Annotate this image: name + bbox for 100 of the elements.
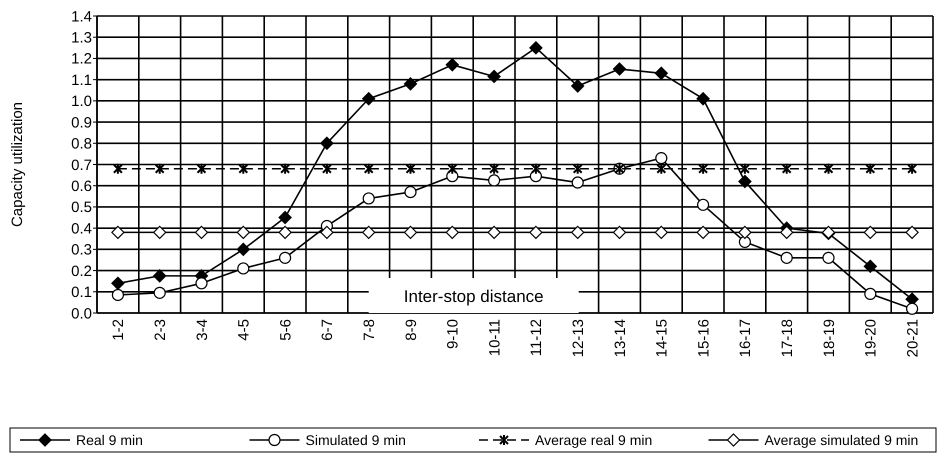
point — [364, 162, 374, 175]
x-tick-label: 7-8 — [360, 319, 378, 341]
x-axis-title: Inter-stop distance — [404, 287, 544, 306]
y-tick-label: 0.5 — [71, 199, 92, 216]
point — [446, 58, 459, 72]
y-tick-label: 0.7 — [71, 156, 92, 174]
legend-label: Average real 9 min — [535, 432, 652, 448]
point — [824, 162, 834, 175]
point — [654, 66, 668, 80]
y-tick-label: 0.1 — [71, 284, 92, 302]
x-tick-label: 4-5 — [236, 319, 253, 341]
y-tick-label: 0.9 — [71, 114, 92, 132]
point — [362, 192, 375, 205]
x-tick-label: 18-19 — [820, 319, 838, 358]
point — [864, 260, 877, 273]
point — [406, 162, 416, 175]
point — [404, 77, 418, 90]
point — [572, 176, 584, 189]
point — [112, 162, 123, 175]
y-tick-label: 1.3 — [71, 29, 92, 46]
point — [111, 226, 124, 239]
point — [362, 92, 376, 106]
y-tick-label: 0.8 — [71, 136, 92, 153]
point — [698, 162, 708, 175]
legend-label: Real 9 min — [76, 432, 143, 448]
y-tick-label: 0.2 — [71, 262, 92, 280]
point — [446, 226, 459, 239]
legend-label: Average simulated 9 min — [764, 432, 918, 448]
point — [906, 226, 919, 239]
point — [654, 226, 668, 239]
point — [529, 41, 542, 54]
point — [864, 226, 877, 239]
point — [278, 226, 292, 239]
x-tick-label: 5-6 — [277, 319, 294, 341]
x-tick-label: 15-16 — [695, 319, 712, 358]
point — [612, 62, 626, 76]
x-tick-label: 3-4 — [194, 319, 211, 341]
point — [864, 288, 876, 300]
point — [696, 92, 710, 106]
point — [572, 162, 583, 175]
legend-label: Simulated 9 min — [306, 432, 406, 448]
point — [782, 162, 792, 175]
point — [111, 276, 124, 290]
point — [740, 162, 750, 175]
y-tick-label: 1.1 — [71, 72, 92, 89]
y-tick-label: 1.2 — [71, 50, 92, 68]
point — [154, 286, 166, 299]
y-tick-label: 0.3 — [71, 242, 92, 259]
point — [320, 136, 334, 150]
point — [488, 226, 501, 239]
point — [278, 210, 292, 224]
point — [571, 79, 584, 93]
point — [780, 226, 794, 239]
x-tick-label: 2-3 — [152, 319, 169, 341]
point — [196, 162, 206, 175]
point — [237, 262, 250, 275]
point — [236, 242, 250, 256]
point — [738, 226, 752, 239]
point — [153, 226, 166, 239]
x-tick-label: 20-21 — [904, 319, 922, 358]
point — [655, 152, 668, 164]
point — [489, 162, 500, 175]
point — [488, 174, 500, 187]
x-tick-label: 10-11 — [486, 319, 504, 356]
point — [865, 162, 876, 175]
x-tick-label: 6-7 — [319, 319, 336, 341]
y-tick-label: 0.0 — [71, 305, 92, 322]
point — [529, 226, 542, 239]
point — [780, 252, 793, 264]
x-tick-label: 13-14 — [612, 319, 629, 358]
point — [571, 226, 584, 239]
point — [195, 277, 208, 290]
point — [362, 226, 376, 239]
point — [738, 174, 752, 188]
y-tick-label: 1.0 — [71, 93, 92, 110]
point — [906, 302, 918, 315]
point — [279, 252, 292, 264]
x-tick-label: 8-9 — [402, 319, 420, 341]
point — [488, 70, 501, 84]
x-tick-label: 19-20 — [862, 319, 880, 358]
point — [697, 198, 710, 211]
y-tick-label: 0.6 — [71, 178, 92, 195]
point — [447, 162, 458, 175]
point — [404, 186, 417, 198]
y-axis-title: Capacity utilization — [9, 102, 26, 228]
point — [612, 226, 626, 239]
point — [238, 162, 248, 175]
point — [194, 226, 208, 239]
point — [404, 226, 418, 239]
point — [738, 236, 751, 248]
y-tick-label: 1.4 — [71, 8, 92, 26]
y-tick-label: 0.4 — [71, 220, 92, 238]
x-tick-label: 11-12 — [528, 319, 546, 356]
point — [112, 288, 124, 302]
point — [154, 162, 165, 175]
x-tick-label: 12-13 — [570, 319, 587, 358]
point — [696, 226, 710, 239]
point — [322, 162, 332, 175]
point — [822, 252, 835, 264]
point — [320, 226, 334, 239]
